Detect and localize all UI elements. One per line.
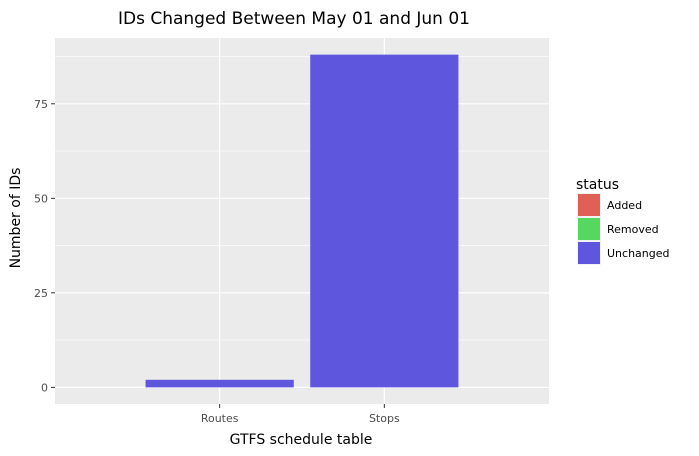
- y-axis-title: Number of IDs: [8, 168, 24, 269]
- chart-title: IDs Changed Between May 01 and Jun 01: [118, 9, 470, 29]
- y-tick-label: 0: [41, 381, 48, 394]
- legend-swatch-added: [578, 194, 600, 216]
- bar-routes-unchanged: [145, 379, 294, 388]
- y-tick-label: 75: [34, 98, 48, 111]
- bars: [145, 54, 459, 388]
- legend-label-removed: Removed: [607, 223, 659, 236]
- legend: status Added Removed Unchanged: [576, 177, 670, 265]
- x-axis-title: GTFS schedule table: [230, 432, 373, 448]
- y-axis: 0 25 50 75: [34, 98, 55, 394]
- plot-panel: [55, 38, 549, 404]
- bar-stops-unchanged: [310, 54, 459, 388]
- legend-title: status: [576, 177, 619, 193]
- legend-swatch-unchanged: [578, 242, 600, 264]
- x-axis: Routes Stops: [201, 404, 400, 425]
- x-tick-label: Routes: [201, 412, 239, 425]
- y-tick-label: 50: [34, 192, 48, 205]
- y-tick-label: 25: [34, 287, 48, 300]
- legend-label-added: Added: [607, 199, 642, 212]
- legend-label-unchanged: Unchanged: [607, 247, 670, 260]
- x-tick-label: Stops: [369, 412, 400, 425]
- legend-swatch-removed: [578, 218, 600, 240]
